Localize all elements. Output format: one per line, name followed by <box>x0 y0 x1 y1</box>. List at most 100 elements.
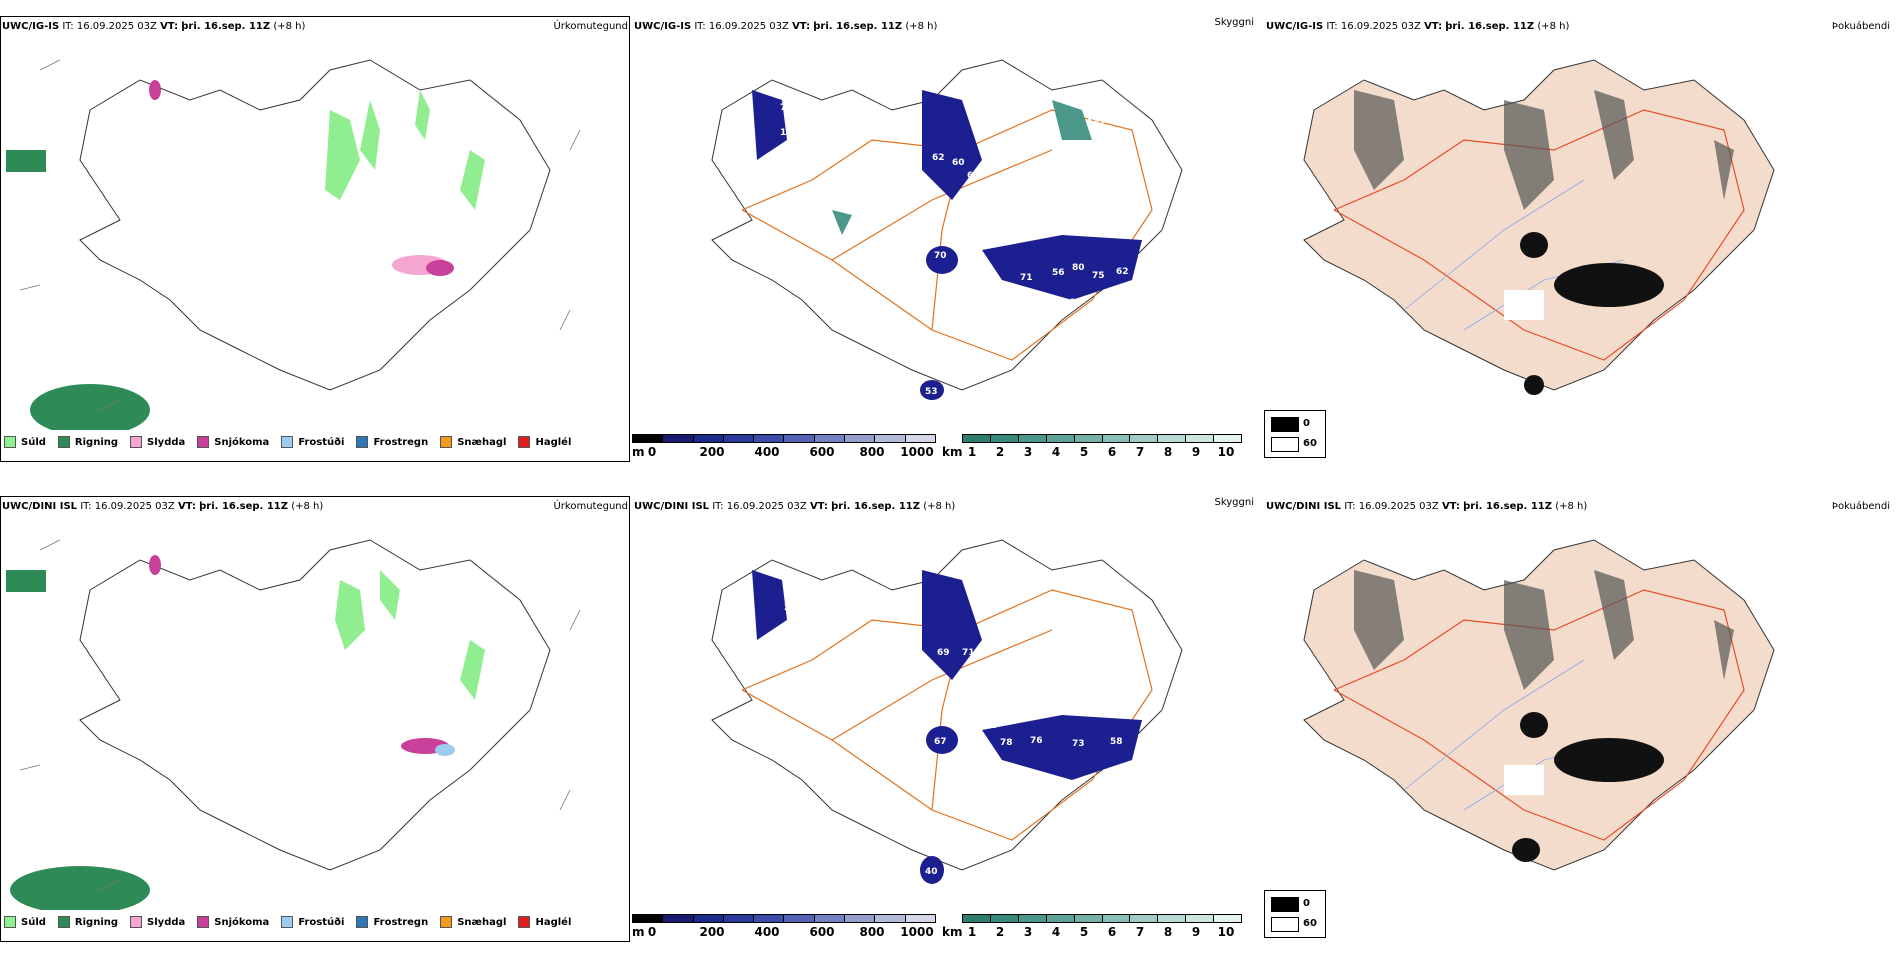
colorbar-tick: 400 <box>754 445 780 459</box>
cloud-base-label: 65 <box>1142 133 1155 143</box>
rain-area <box>6 150 46 172</box>
colorbar-tick: 3 <box>1023 925 1033 939</box>
colorbar-unit: m <box>632 925 645 939</box>
cloud-visibility-panel: UWC/IG-IS IT: 16.09.2025 03Z VT: þri. 16… <box>632 0 1264 475</box>
legend-swatch <box>130 916 143 928</box>
colorbar-tick: 1000 <box>900 925 934 939</box>
iceland-outline <box>79 59 551 391</box>
panel-title: Þokuábendi <box>1831 21 1890 32</box>
legend-item: Slydda <box>130 436 185 448</box>
panel-header: UWC/DINI ISL IT: 16.09.2025 03Z VT: þri.… <box>2 501 323 512</box>
legend-label: Snjókoma <box>214 916 270 928</box>
colorbar-tick: 9 <box>1191 445 1201 459</box>
precip-type-panel: UWC/DINI ISL IT: 16.09.2025 03Z VT: þri.… <box>0 480 632 955</box>
fog-legend-swatch <box>1271 417 1299 432</box>
model-name: UWC/IG-IS <box>1266 21 1324 32</box>
legend-item: Frostregn <box>356 436 428 448</box>
legend-item: Snæhagl <box>440 916 506 928</box>
fog-map <box>1303 59 1775 395</box>
legend-label: Slydda <box>147 916 186 928</box>
legend-item: Slydda <box>130 916 185 928</box>
legend-label: Snjókoma <box>214 436 270 448</box>
colorbar-tick: 7 <box>1135 445 1145 459</box>
colorbar-tick: 200 <box>699 445 725 459</box>
fog-legend-label: 0 <box>1303 418 1310 429</box>
cloud-base-label: 80 <box>1072 263 1085 273</box>
it-value: 16.09.2025 03Z <box>708 21 789 32</box>
vt-value: þri. 16.sep. 11Z <box>199 501 288 512</box>
lead-time: (+8 h) <box>291 501 324 512</box>
vt-label: VT: <box>1441 501 1460 512</box>
cloud-base-label: 12 <box>1030 701 1043 711</box>
cloud-visibility-panel: UWC/DINI ISL IT: 16.09.2025 03Z VT: þri.… <box>632 480 1264 955</box>
cloud-base-label: 75 <box>1092 271 1105 281</box>
vt-label: VT: <box>809 501 828 512</box>
legend-swatch <box>197 916 210 928</box>
visibility-colorbar: km 1 2 3 4 5 6 7 8 9 10 <box>942 914 1242 940</box>
fog-legend-label: 60 <box>1303 438 1317 449</box>
legend-label: Haglél <box>535 916 572 928</box>
it-value: 16.09.2025 03Z <box>1340 21 1421 32</box>
iceland-outline <box>79 539 551 871</box>
legend-item: Rigning <box>57 436 118 448</box>
legend-item: Snæhagl <box>440 436 506 448</box>
vt-label: VT: <box>177 501 196 512</box>
legend-swatch <box>518 436 531 448</box>
legend-label: Slydda <box>147 436 186 448</box>
no-fog-area <box>1504 290 1544 320</box>
colorbar-tick: 600 <box>809 445 835 459</box>
row-model-1: UWC/IG-IS IT: 16.09.2025 03Z VT: þri. 16… <box>0 0 1900 475</box>
colorbar-tick: 2 <box>995 445 1005 459</box>
legend-label: Frostregn <box>373 916 429 928</box>
cloud-base-label: 60 <box>952 158 965 168</box>
cloud-base-labels: 80 21 69 71 10 67 72 78 76 73 58 12 40 <box>782 578 1123 877</box>
colorbar-tick: 4 <box>1051 445 1061 459</box>
fog-high-areas <box>1520 232 1664 395</box>
rain-area <box>10 866 150 910</box>
precip-map <box>6 59 581 430</box>
lead-time: (+8 h) <box>273 21 306 32</box>
legend-item: Súld <box>4 436 46 448</box>
colorbar-tick: 1000 <box>900 445 934 459</box>
cloud-base-label: 69 <box>970 188 983 198</box>
fog-legend: 0 60 <box>1264 890 1326 938</box>
legend-swatch <box>57 436 70 448</box>
cloud-base-label: 80 <box>782 578 795 588</box>
colorbar-tick: 400 <box>754 925 780 939</box>
panel-title: Skyggni <box>1214 497 1254 508</box>
legend-swatch <box>4 436 16 448</box>
colorbar-tick: 8 <box>1163 925 1173 939</box>
cloud-base-label: 56 <box>1052 268 1065 278</box>
fog-indicator-panel: UWC/IG-IS IT: 16.09.2025 03Z VT: þri. 16… <box>1264 0 1900 475</box>
panel-title: Skyggni <box>1214 17 1254 28</box>
snow-areas <box>149 80 454 276</box>
vt-value: þri. 16.sep. 11Z <box>1463 501 1552 512</box>
legend-label: Snæhagl <box>457 436 507 448</box>
fog-legend: 0 60 <box>1264 410 1326 458</box>
fog-medium-areas <box>1354 90 1734 210</box>
it-value: 16.09.2025 03Z <box>726 501 807 512</box>
colorbar-tick: 0 <box>647 445 657 459</box>
colorbar-unit: m <box>632 445 645 459</box>
panel-header: UWC/IG-IS IT: 16.09.2025 03Z VT: þri. 16… <box>634 21 937 32</box>
vt-value: þri. 16.sep. 11Z <box>181 21 271 32</box>
colorbar-strip <box>962 914 1242 923</box>
precip-legend: Súld Rigning Slydda Snjókoma Frostúði Fr… <box>4 916 571 928</box>
cloud-base-label: 62 <box>1116 267 1129 277</box>
it-label: IT: <box>80 501 92 512</box>
model-name: UWC/DINI ISL <box>2 501 78 512</box>
legend-item: Súld <box>4 916 46 928</box>
colorbar-tick: 4 <box>1051 925 1061 939</box>
precip-type-panel: UWC/IG-IS IT: 16.09.2025 03Z VT: þri. 16… <box>0 0 632 475</box>
cloud-base-label: 69 <box>937 648 950 658</box>
legend-label: Haglél <box>535 436 572 448</box>
colorbar-unit: km <box>942 445 963 459</box>
vt-label: VT: <box>792 21 811 32</box>
legend-item: Frostregn <box>356 916 428 928</box>
it-label: IT: <box>62 21 74 32</box>
colorbar-tick: 3 <box>1023 445 1033 459</box>
colorbar-tick: 200 <box>699 925 725 939</box>
colorbar-tick: 800 <box>859 925 885 939</box>
ceiling-colorbar: m 0 200 400 600 800 1000 <box>632 914 936 940</box>
colorbar-unit: km <box>942 925 963 939</box>
